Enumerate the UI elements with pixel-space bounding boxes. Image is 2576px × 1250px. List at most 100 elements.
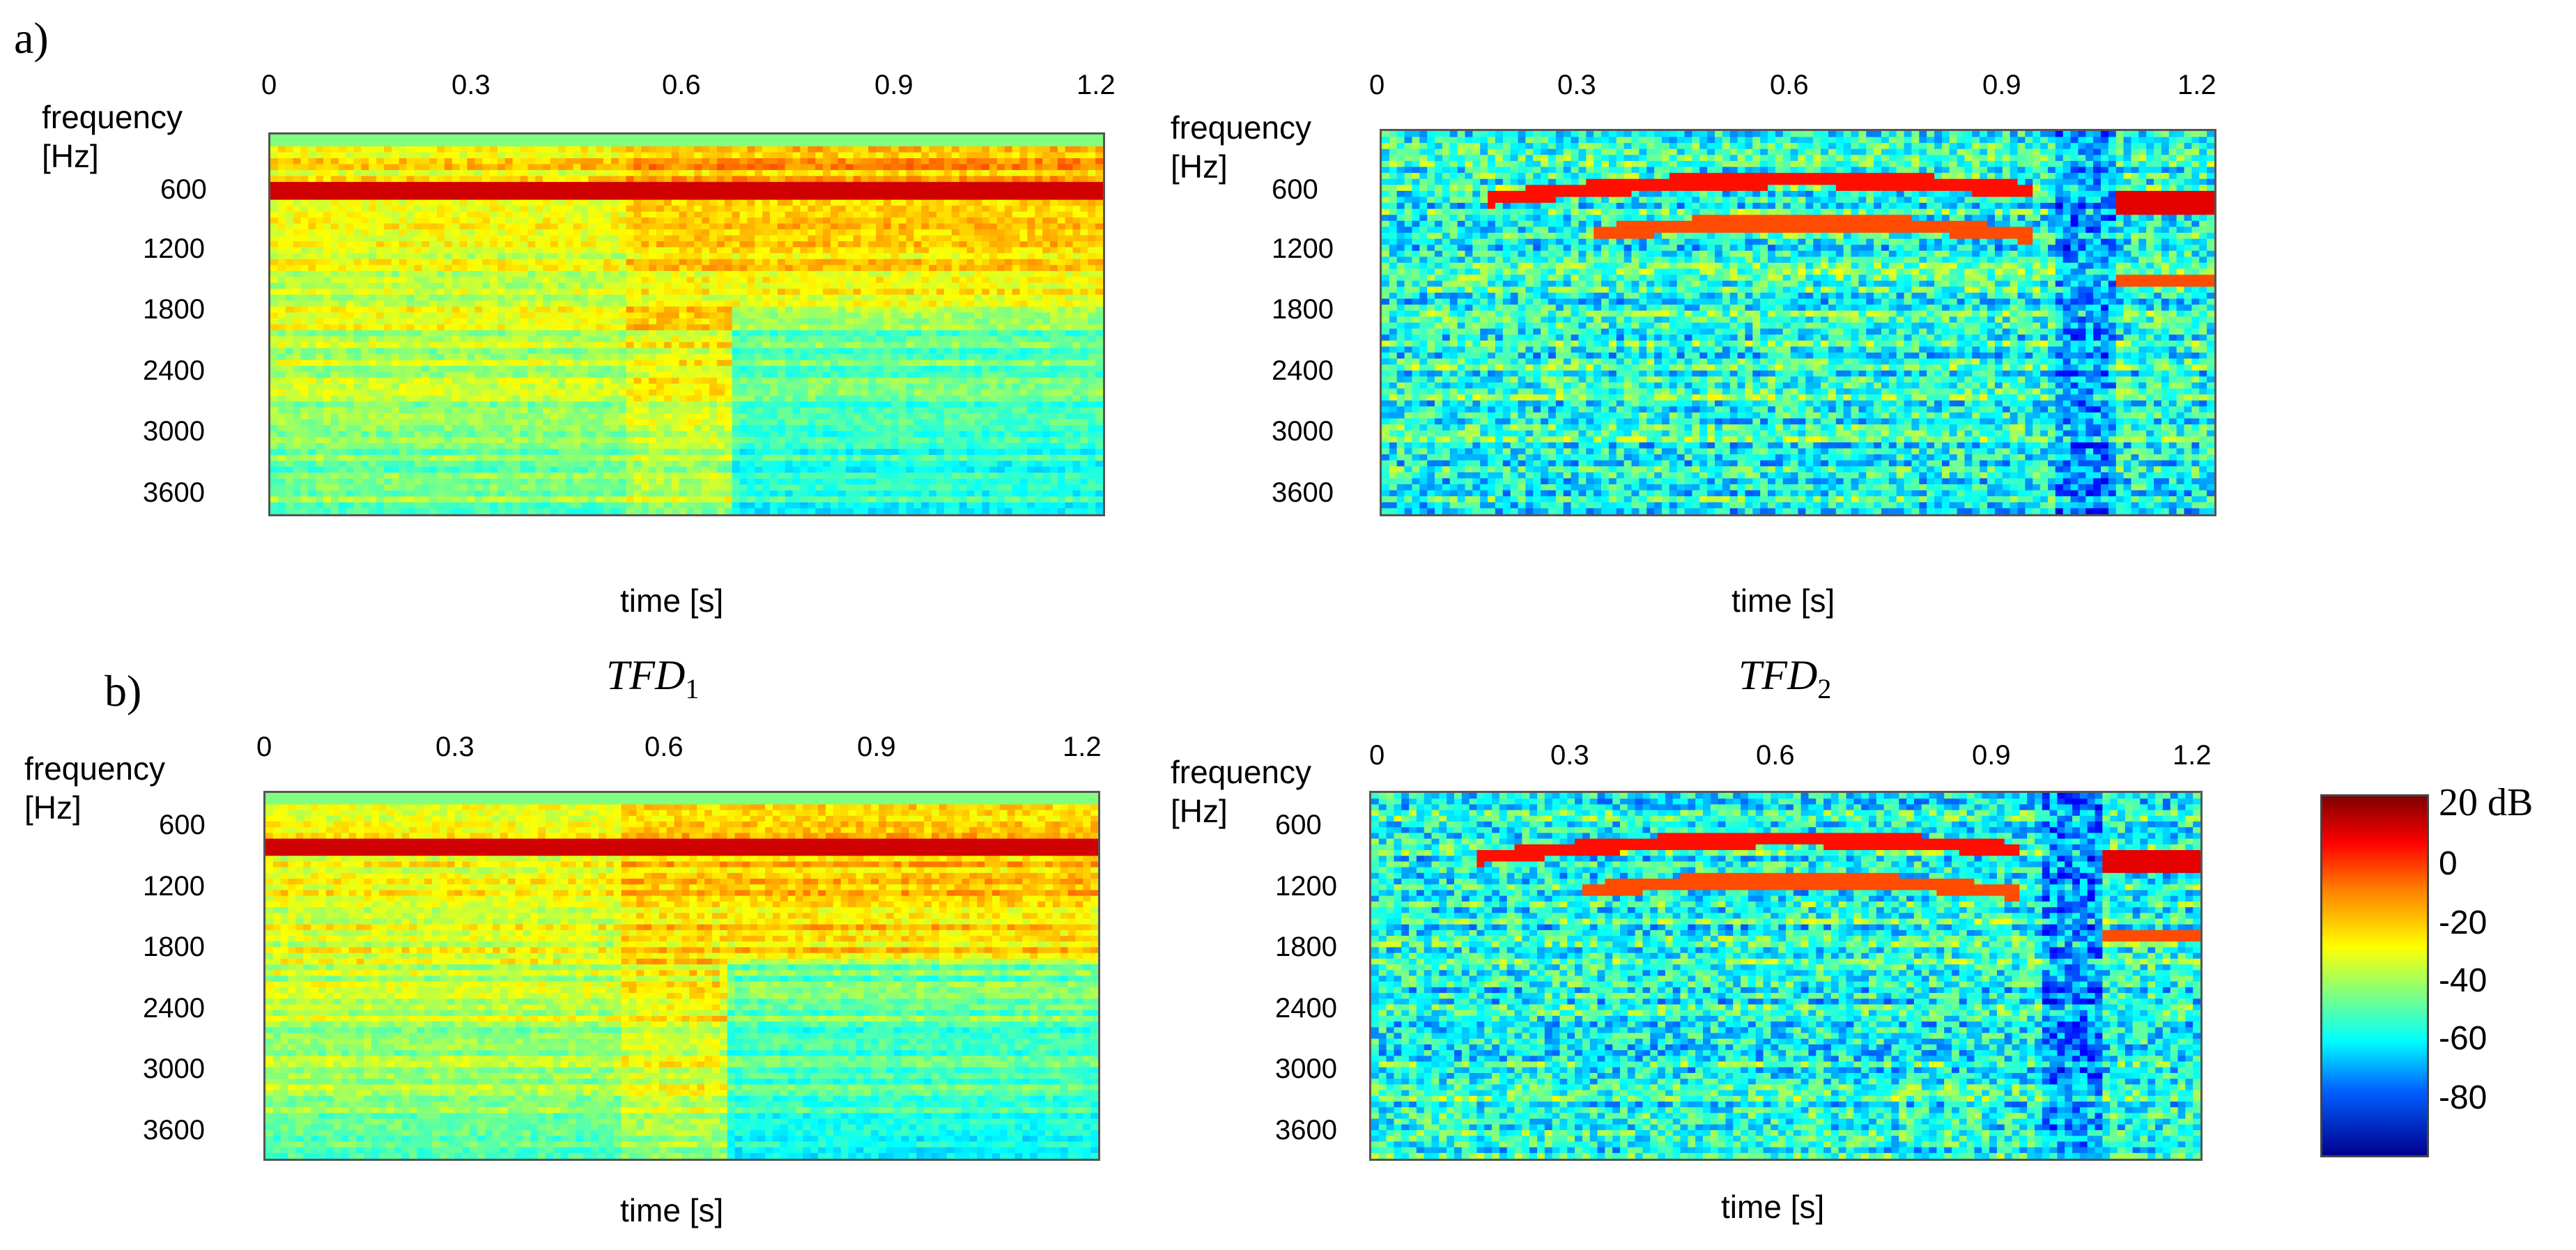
heatmap-cell [346,312,355,319]
heatmap-cell [830,277,839,284]
heatmap-cell [376,431,385,438]
heatmap-cell [437,282,445,290]
heatmap-cell [702,502,710,509]
heatmap-cell [755,466,763,473]
heatmap-cell [747,146,755,153]
heatmap-cell [353,360,362,366]
heatmap-cell [800,383,808,390]
heatmap-cell [671,461,680,468]
heatmap-cell [755,223,763,230]
heatmap-cell [626,502,635,509]
heatmap-cell [459,442,468,449]
heatmap-cell [535,354,543,361]
heatmap-cell [663,182,672,189]
heatmap-cell [815,407,824,414]
heatmap-cell [716,366,725,373]
heatmap-cell [823,366,831,373]
heatmap-cell [732,466,741,473]
heatmap-cell [497,466,506,473]
heatmap-cell [777,454,786,461]
heatmap-cell [800,407,808,414]
heatmap-cell [346,360,355,366]
heatmap-cell [406,270,415,277]
heatmap-cell [649,466,657,473]
heatmap-cell [641,336,649,343]
heatmap-cell [550,211,559,218]
heatmap-cell [702,466,710,473]
heatmap-cell [444,336,453,343]
heatmap-cell [830,371,839,378]
heatmap-cell [845,152,854,159]
heatmap-cell [565,199,574,206]
heatmap-cell [671,270,680,277]
heatmap-cell [808,401,816,408]
heatmap-cell [565,484,574,491]
heatmap-cell [618,277,627,284]
heatmap-cell [739,389,748,396]
heatmap-cell [800,294,808,302]
heatmap-cell [800,401,808,408]
heatmap-cell [724,158,733,165]
heatmap-cell [467,454,475,461]
heatmap-cell [467,164,475,171]
heatmap-cell [452,152,461,159]
heatmap-cell [527,502,536,509]
heatmap-cell [520,199,528,206]
heatmap-cell [603,229,612,236]
heatmap-cell [429,294,438,302]
heatmap-cell [270,502,279,509]
heatmap-cell [823,484,831,491]
heatmap-cell [270,194,279,201]
heatmap-cell [633,336,642,343]
heatmap-cell [444,401,453,408]
heatmap-cell [838,342,847,349]
heatmap-cell [444,146,453,153]
heatmap-cell [686,282,695,290]
heatmap-cell [663,484,672,491]
heatmap-cell [361,170,369,177]
heatmap-cell [800,140,808,147]
heatmap-cell [422,134,430,141]
heatmap-cell [709,277,718,284]
heatmap-cell [512,241,521,248]
heatmap-cell [323,490,332,497]
heatmap-cell [747,318,755,325]
heatmap-cell [716,223,725,230]
heatmap-cell [679,259,688,265]
heatmap-cell [588,360,596,366]
heatmap-cell [596,206,604,213]
heatmap-cell [482,253,491,260]
heatmap-cell [656,270,665,277]
heatmap-cell [702,431,710,438]
heatmap-cell [369,187,377,194]
heatmap-cell [815,478,824,486]
heatmap-cell [732,324,741,331]
heatmap-cell [369,431,377,438]
heatmap-cell [467,419,475,426]
heatmap-cell [770,306,778,314]
heatmap-cell [527,342,536,349]
heatmap-cell [762,508,771,514]
heatmap-cell [808,306,816,314]
heatmap-cell [482,211,491,218]
heatmap-cell [610,223,619,230]
heatmap-cell [414,247,422,254]
heatmap-cell [762,306,771,314]
heatmap-cell [610,140,619,147]
heatmap-cell [755,378,763,385]
heatmap-cell [603,206,612,213]
heatmap-cell [490,454,498,461]
heatmap-cell [603,401,612,408]
heatmap-cell [724,282,733,290]
heatmap-cell [369,407,377,414]
heatmap-cell [565,265,574,272]
heatmap-cell [686,502,695,509]
heatmap-cell [709,383,718,390]
heatmap-cell [777,502,786,509]
heatmap-cell [830,306,839,314]
heatmap-cell [406,383,415,390]
heatmap-cell [361,253,369,260]
heatmap-cell [777,389,786,396]
heatmap-cell [626,199,635,206]
heatmap-cell [694,461,702,468]
